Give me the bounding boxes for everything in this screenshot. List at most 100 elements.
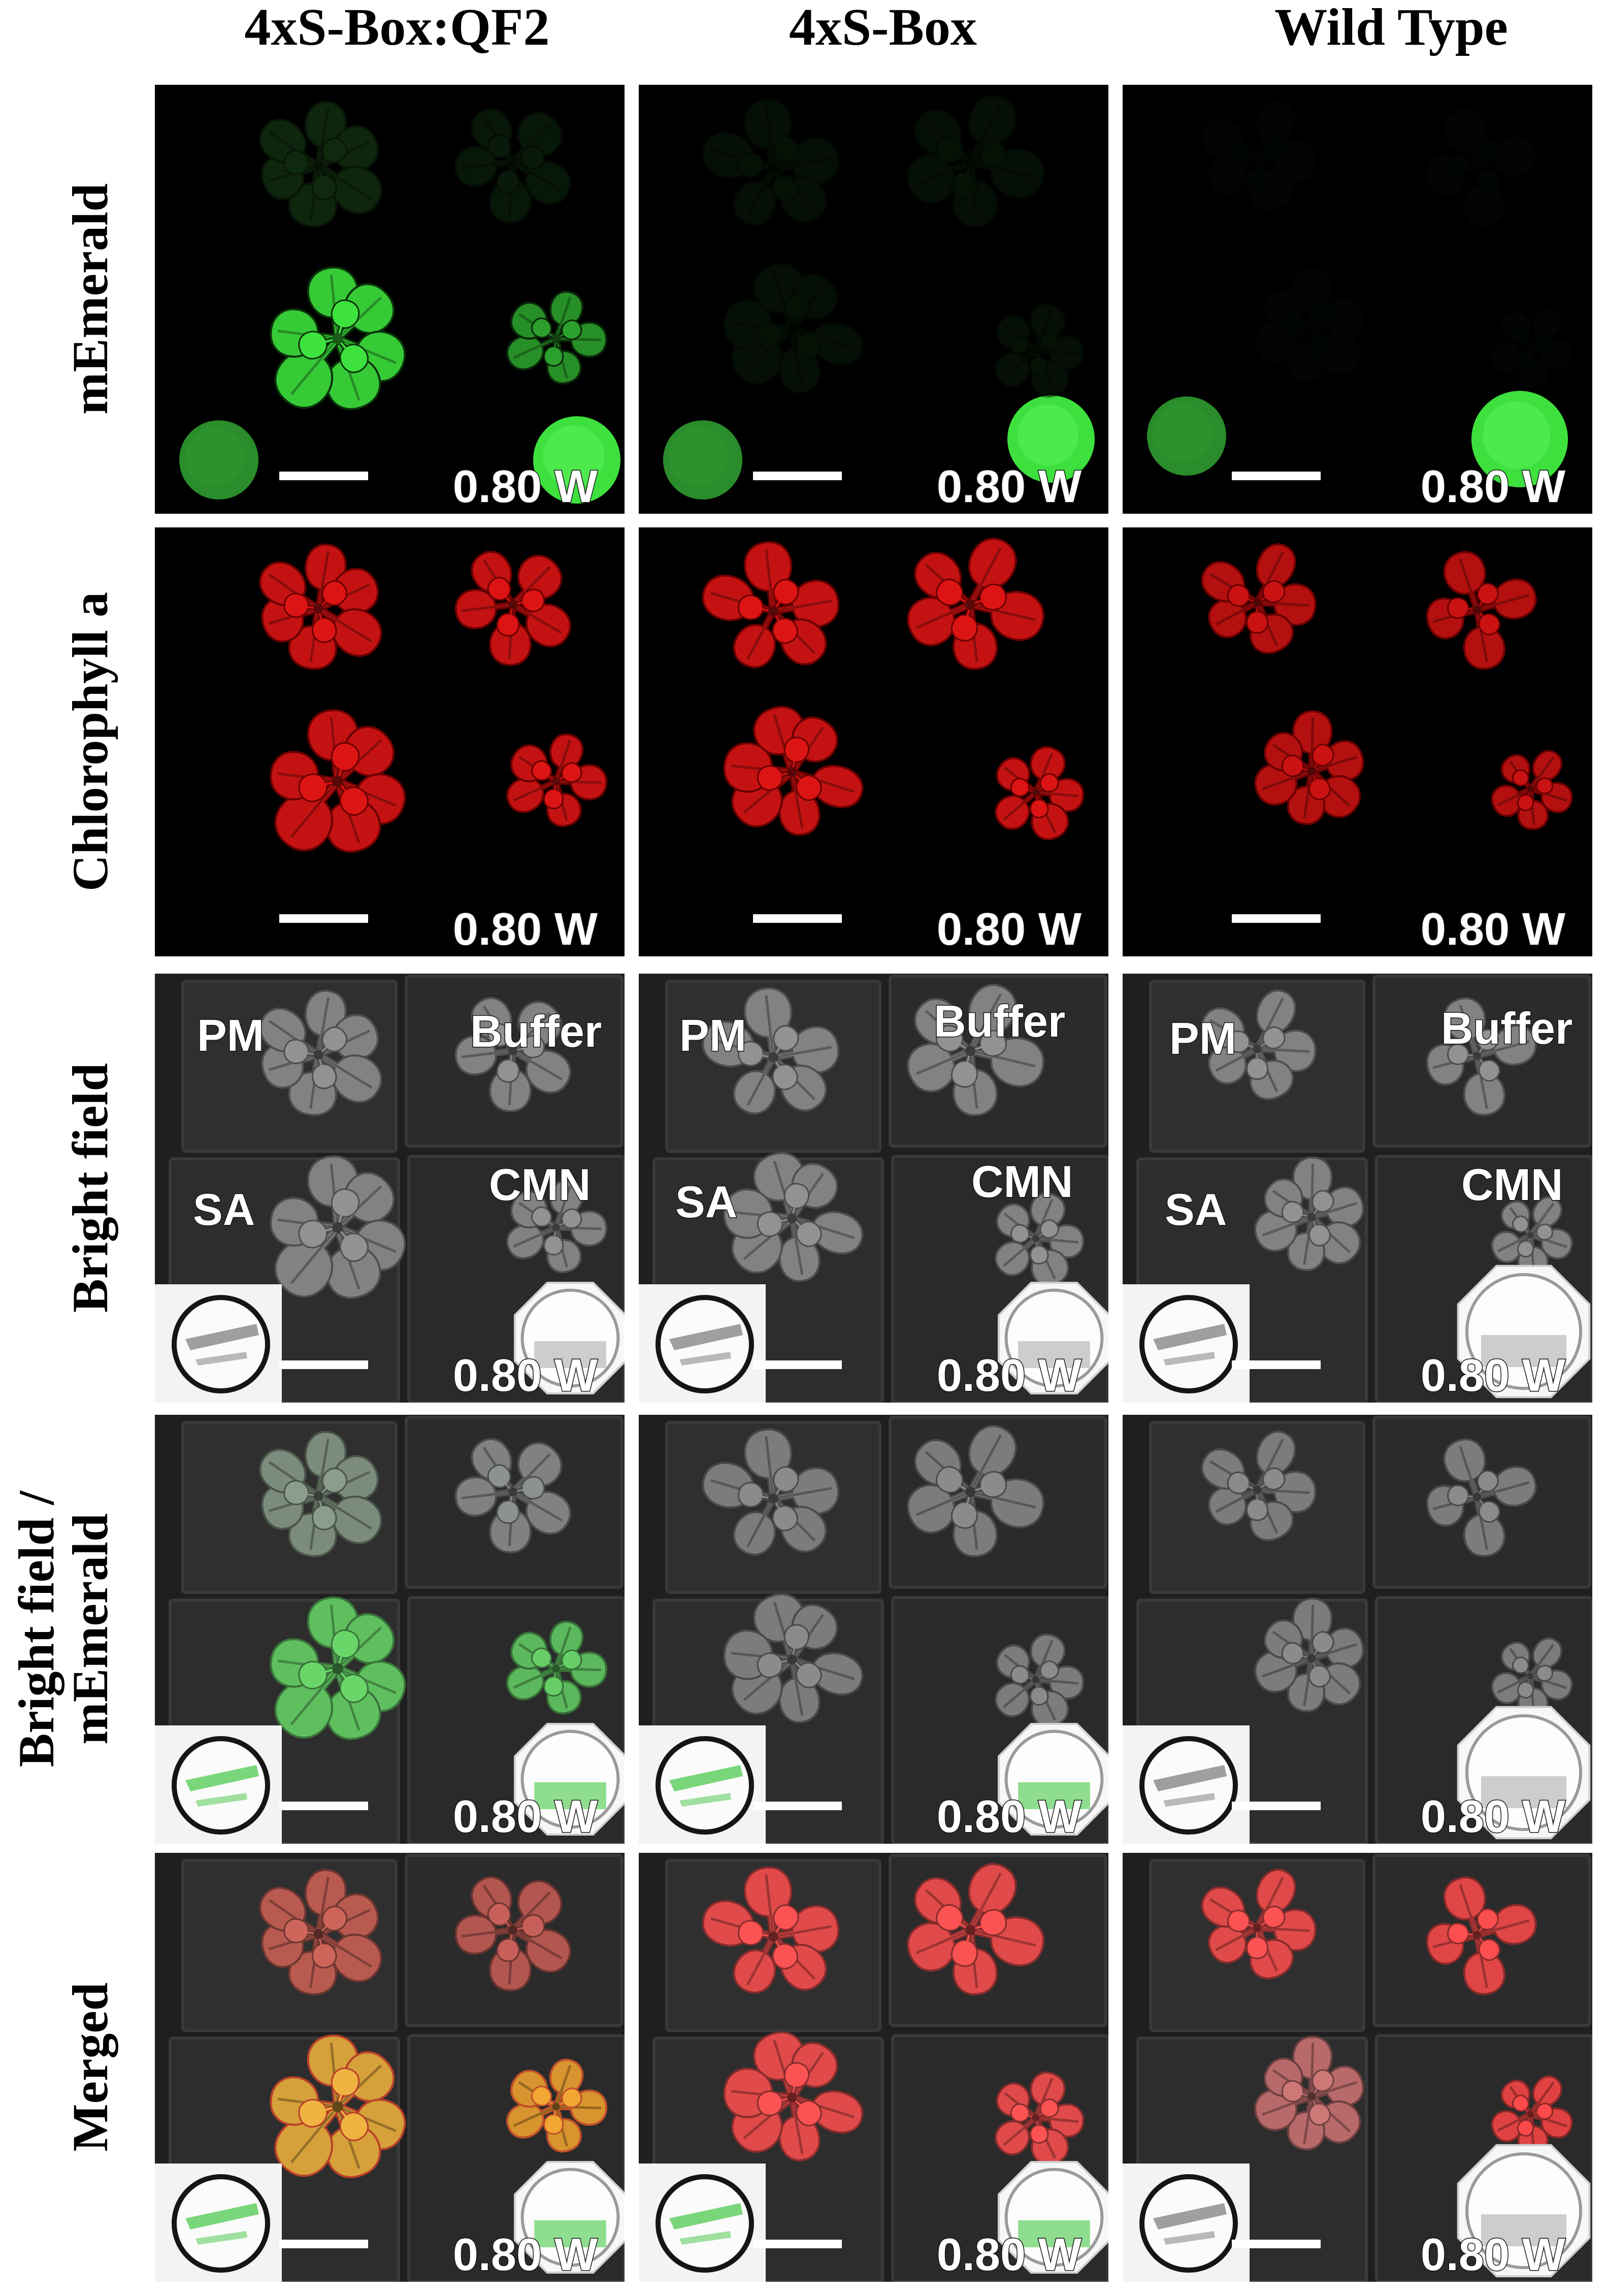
leaf-blade — [283, 592, 320, 618]
reference-well — [1139, 1736, 1238, 1835]
leaf-blade — [1308, 326, 1331, 358]
rosette-center — [508, 157, 517, 167]
leaf-vein — [970, 603, 1036, 621]
leaf-vein — [337, 1226, 397, 1253]
leaf-blade — [335, 336, 369, 373]
leaf-vein — [1459, 1446, 1479, 1498]
leaf — [335, 2104, 369, 2141]
leaf-blade — [311, 1933, 337, 1969]
leaf-blade — [1010, 1224, 1037, 1243]
leaf-blade — [1246, 1489, 1269, 1521]
well-reflection — [679, 1793, 731, 1807]
leaf-vein — [1034, 349, 1057, 391]
leaf — [471, 108, 516, 165]
leaf-vein — [1459, 558, 1479, 610]
leaf — [1227, 1030, 1259, 1053]
leaf-blade — [1443, 997, 1486, 1058]
leaf-vein — [970, 1049, 1036, 1068]
leaf-blade — [738, 152, 775, 178]
leaf-blade — [1031, 347, 1069, 398]
plant-buffer — [907, 984, 1045, 1116]
leaf-blade — [1308, 1656, 1331, 1688]
leaf — [778, 327, 821, 393]
leaf — [1447, 1922, 1478, 1944]
rosette-center — [768, 1052, 778, 1062]
rosette-center — [332, 2101, 343, 2112]
power-label: 0.80 W — [453, 2230, 598, 2280]
leaf — [1475, 1466, 1537, 1507]
rosette-center — [508, 1046, 517, 1055]
leaf-blade — [489, 160, 532, 223]
leaf-blade — [1287, 327, 1326, 382]
leaf-blade — [531, 1647, 558, 1671]
leaf-vein — [1476, 167, 1488, 220]
row-label-chlorophyll-a: Chlorophyll a — [62, 592, 118, 891]
leaf-blade — [771, 137, 840, 185]
leaf-blade — [1281, 312, 1313, 335]
plant-sa — [723, 706, 864, 836]
leaf-vein — [791, 2097, 804, 2154]
plant-sa — [1254, 2036, 1364, 2150]
leaf-vein — [290, 338, 339, 395]
leaf — [968, 148, 1045, 198]
leaf-blade — [1034, 2099, 1059, 2120]
rosette-center — [768, 1932, 778, 1942]
leaf — [487, 577, 515, 607]
plant-sa — [270, 709, 406, 853]
rosette-center — [965, 1045, 976, 1056]
scale-bar — [1232, 472, 1321, 480]
leaf — [936, 1904, 972, 1933]
leaf — [331, 299, 360, 340]
leaf — [496, 603, 520, 637]
panel-image: PM Buffer SA CMN 0.80 W — [1123, 974, 1592, 1403]
leaf — [743, 98, 793, 170]
plant-pm — [1201, 543, 1317, 654]
leaf-vein — [746, 610, 775, 660]
rosette-center — [1032, 789, 1039, 796]
rosette-center — [1032, 1235, 1039, 1242]
scale-bar — [279, 1802, 368, 1810]
leaf-blade — [1475, 136, 1537, 177]
leaf-vein — [512, 566, 551, 606]
leaf — [1512, 1215, 1532, 1237]
leaf-blade — [1255, 1905, 1286, 1931]
leaf-blade — [1512, 1656, 1532, 1678]
leaf — [283, 1039, 320, 1064]
leaf-blade — [771, 609, 798, 644]
leaf-blade — [1474, 583, 1499, 612]
leaf — [1034, 335, 1085, 370]
leaf — [1474, 1495, 1500, 1523]
leaf-blade — [968, 1916, 1045, 1967]
leaf-blade — [1034, 330, 1059, 352]
well-reflection — [1153, 2203, 1227, 2230]
leaf — [489, 160, 532, 223]
leaf-blade — [738, 1041, 775, 1067]
reference-well — [655, 2174, 754, 2273]
leaf — [936, 579, 972, 607]
plant-buffer — [454, 551, 571, 666]
treatment-label-cmn: CMN — [971, 1156, 1073, 1207]
leaf-vein — [317, 1876, 330, 1935]
leaf — [995, 347, 1039, 388]
leaf — [1463, 1495, 1505, 1557]
leaf-vein — [1529, 346, 1535, 383]
leaf-vein — [1497, 1675, 1531, 1694]
leaf — [1030, 1634, 1066, 1682]
leaf-blade — [770, 165, 827, 223]
panel-image: 0.80 W — [1123, 527, 1592, 956]
leaf-blade — [1512, 1215, 1532, 1237]
well-reflection — [1481, 2214, 1566, 2246]
leaf — [1254, 101, 1296, 162]
leaf-blade — [1227, 584, 1259, 607]
leaf-vein — [1272, 301, 1313, 330]
leaf-vein — [791, 284, 824, 330]
leaf-blade — [1529, 1665, 1553, 1682]
leaf — [733, 1495, 777, 1556]
leaf — [1029, 2116, 1049, 2144]
leaf — [1529, 335, 1553, 352]
leaf-blade — [968, 148, 1045, 198]
leaf-vein — [969, 1873, 1002, 1931]
leaf-vein — [1477, 1040, 1530, 1057]
leaf — [1227, 584, 1259, 607]
leaf-vein — [1256, 159, 1279, 204]
